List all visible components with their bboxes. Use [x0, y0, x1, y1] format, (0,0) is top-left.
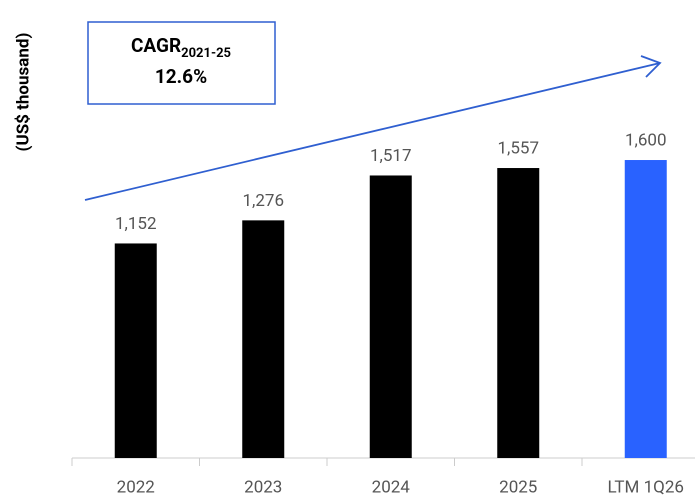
value-label: 1,152 [115, 214, 157, 234]
trend-arrow-head [640, 55, 662, 78]
annotation-period: 2021-25 [181, 46, 231, 61]
bar [624, 160, 667, 458]
x-tick-label: 2023 [244, 477, 282, 497]
trend-arrow [84, 62, 661, 201]
annotation: CAGR2021-25 12.6% [87, 21, 276, 105]
x-tick-label: 2025 [499, 477, 537, 497]
x-tick-label: 2022 [117, 477, 155, 497]
value-label: 1,517 [370, 146, 412, 166]
annotation-value: 12.6% [155, 65, 207, 88]
bar [114, 243, 157, 458]
value-label: 1,600 [625, 131, 667, 151]
value-label: 1,557 [497, 139, 539, 159]
annotation-box [87, 21, 276, 105]
x-tick-label: LTM 1Q26 [608, 477, 684, 497]
x-tick-label: 2024 [372, 477, 411, 497]
bar [369, 175, 412, 458]
annotation-title: CAGR2021-25 [131, 34, 231, 61]
annotation-label: CAGR [131, 34, 181, 57]
bar [242, 220, 285, 458]
y-axis-label: (US$ thousand) [13, 33, 33, 152]
value-label: 1,276 [242, 191, 284, 211]
bar [497, 168, 540, 458]
